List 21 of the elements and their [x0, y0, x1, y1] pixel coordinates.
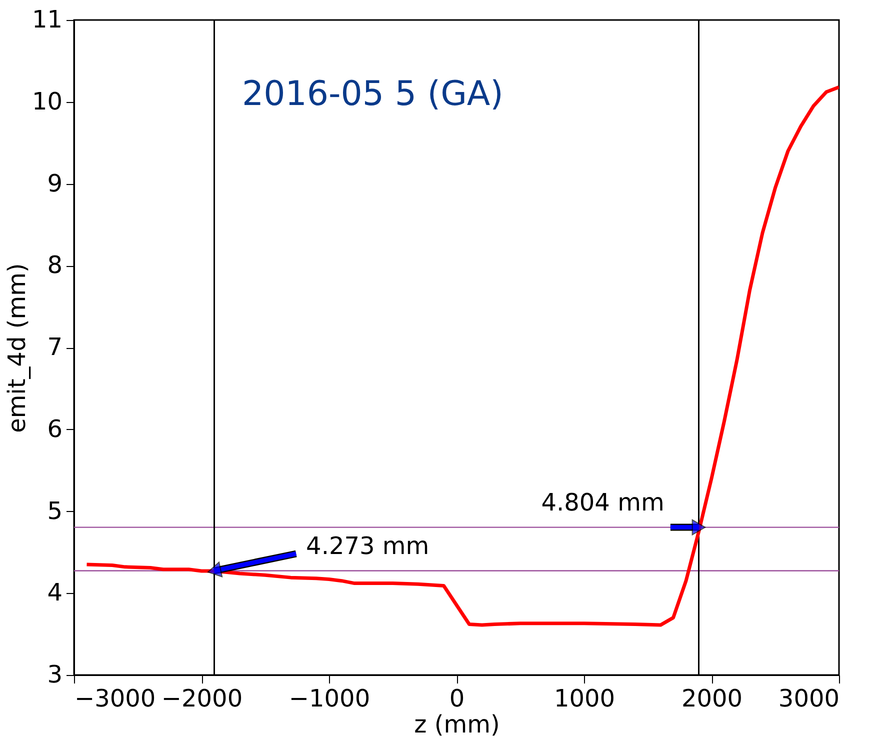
x-tick-label: 1000 — [554, 684, 616, 712]
y-axis-title: emit_4d (mm) — [2, 263, 31, 433]
y-tick-label: 5 — [47, 496, 62, 525]
x-axis-title: z (mm) — [414, 710, 500, 738]
annotation: 4.804 mm — [541, 488, 664, 517]
y-tick-label: 3 — [47, 660, 62, 688]
y-tick-label: 9 — [47, 169, 62, 198]
y-tick-label: 4 — [47, 578, 62, 607]
x-tick-label: −3000 — [74, 684, 156, 712]
y-tick-label: 7 — [47, 333, 62, 361]
x-tick-label: 0 — [449, 684, 465, 712]
x-tick-label: −2000 — [161, 684, 243, 712]
x-tick-label: −1000 — [288, 684, 370, 712]
x-tick-label: 2000 — [681, 684, 743, 712]
y-tick-label: 11 — [32, 6, 62, 34]
y-tick-label: 6 — [47, 414, 62, 443]
text: 2016-05 5 (GA) — [242, 74, 504, 114]
x-tick-label: 3000 — [778, 684, 840, 712]
y-tick-label: 8 — [47, 251, 62, 280]
y-tick-label: 10 — [32, 87, 62, 116]
annotation: 4.273 mm — [306, 532, 430, 560]
